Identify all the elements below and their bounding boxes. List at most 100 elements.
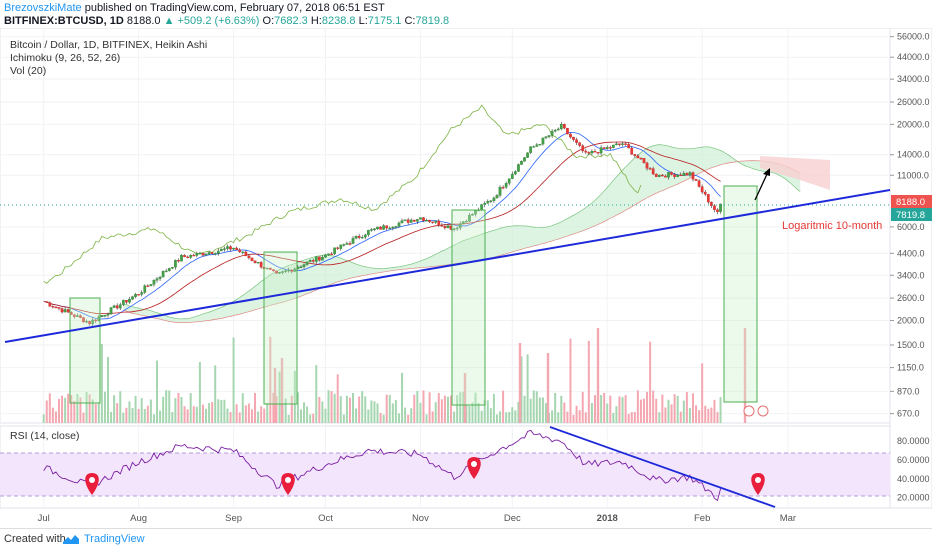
volume-bar — [642, 398, 645, 423]
volume-bar — [560, 395, 563, 423]
price-axis[interactable] — [889, 28, 932, 509]
event-icon[interactable] — [743, 405, 755, 417]
y-tick-label: 3400.0 — [897, 270, 925, 280]
event-icon[interactable] — [757, 405, 769, 417]
ichimoku-legend: Ichimoku (9, 26, 52, 26) — [10, 52, 120, 64]
volume-bar — [177, 392, 180, 423]
volume-bar — [404, 407, 407, 423]
volume-bar — [535, 391, 538, 423]
candle-body — [648, 168, 652, 170]
created-with-text: Created with — [4, 533, 66, 545]
chart-area[interactable]: Logaritmic 10-month 56000.0 44000.0 34000.… — [0, 28, 932, 528]
volume-bar — [499, 411, 502, 423]
rsi-trendline[interactable] — [549, 426, 776, 508]
volume-bar — [612, 412, 615, 423]
candle-body — [657, 174, 661, 177]
y-tick-label: 20000.0 — [897, 119, 930, 129]
highlight-box — [69, 297, 101, 404]
candle-body — [713, 205, 716, 210]
volume-bar — [508, 412, 511, 423]
publish-info: published on TradingView.com, February 0… — [84, 2, 385, 14]
candle-body — [495, 195, 499, 199]
tradingview-logo-icon — [63, 535, 79, 544]
candle-body — [673, 174, 676, 177]
candle-body — [94, 319, 98, 322]
author-link[interactable]: BrezovszkiMate — [4, 2, 82, 14]
chart-header: BrezovszkiMate published on TradingView.… — [0, 0, 932, 28]
candle-body — [636, 155, 640, 159]
volume-bar — [119, 391, 122, 423]
tradingview-link[interactable]: TradingView — [84, 533, 145, 545]
candle-body — [370, 229, 373, 231]
volume-spike — [273, 368, 277, 423]
candle-body — [134, 294, 137, 297]
candle-body — [357, 235, 361, 238]
annotation-label[interactable]: Logaritmic 10-month — [782, 220, 882, 232]
volume-bar — [137, 408, 140, 423]
volume-bar — [269, 336, 272, 423]
volume-bar — [667, 399, 670, 423]
candle-body — [697, 180, 701, 187]
candle-body — [590, 151, 594, 154]
candle-body — [241, 251, 245, 254]
volume-bar — [309, 414, 312, 423]
volume-bar — [710, 407, 713, 423]
candle-body — [719, 203, 722, 212]
candle-body — [645, 162, 649, 169]
volume-bar — [587, 340, 590, 423]
candle-body — [526, 152, 529, 158]
map-pin-icon — [85, 473, 99, 495]
volume-spike — [463, 373, 467, 423]
x-tick-label: Oct — [318, 513, 333, 524]
volume-bar — [287, 414, 290, 423]
volume-bar — [719, 397, 722, 423]
candle-body — [397, 222, 401, 227]
volume-bar — [636, 390, 639, 423]
candle-body — [446, 225, 450, 229]
volume-bar — [443, 395, 446, 423]
volume-bar — [113, 395, 116, 423]
volume-bar — [247, 403, 250, 423]
volume-bar — [345, 395, 348, 423]
candle-body — [535, 144, 539, 147]
candle-body — [532, 146, 536, 148]
candle-body — [348, 243, 352, 245]
volume-bar — [486, 400, 489, 423]
candle-body — [661, 174, 664, 177]
rsi-tick-label: 40.0000 — [897, 474, 930, 484]
publish-line: BrezovszkiMate published on TradingView.… — [4, 2, 385, 14]
candle-body — [125, 300, 128, 303]
candle-body — [464, 221, 468, 223]
y-tick-label: 6000.0 — [897, 222, 925, 232]
rsi-tick-label: 60.0000 — [897, 455, 930, 465]
volume-bar — [358, 396, 361, 423]
candle-body — [321, 257, 324, 261]
log-trendline[interactable] — [4, 189, 891, 343]
candle-body — [596, 152, 600, 154]
ichimoku-lines — [43, 104, 721, 320]
map-pin-dot — [89, 477, 95, 483]
volume-bar — [168, 390, 171, 423]
candle-body — [336, 247, 340, 249]
candle-body — [268, 267, 272, 270]
map-pin-icon — [751, 473, 765, 495]
volume-bar — [134, 395, 137, 423]
candle-body — [79, 315, 82, 318]
candle-body — [627, 144, 631, 149]
volume-bar — [416, 390, 419, 423]
volume-bar — [235, 404, 238, 423]
volume-bar — [97, 402, 100, 423]
volume-bar — [685, 392, 688, 423]
candle-body — [703, 191, 707, 195]
volume-bar — [701, 363, 704, 423]
candle-body — [642, 158, 646, 164]
volume-bar — [615, 406, 618, 423]
candle-body — [593, 151, 597, 153]
candle-body — [425, 220, 428, 222]
candle-body — [578, 142, 582, 146]
candle-body — [685, 173, 689, 176]
candle-body — [63, 309, 67, 313]
x-tick-label: Feb — [694, 513, 710, 524]
candle-body — [458, 223, 462, 229]
candle-body — [354, 235, 358, 239]
